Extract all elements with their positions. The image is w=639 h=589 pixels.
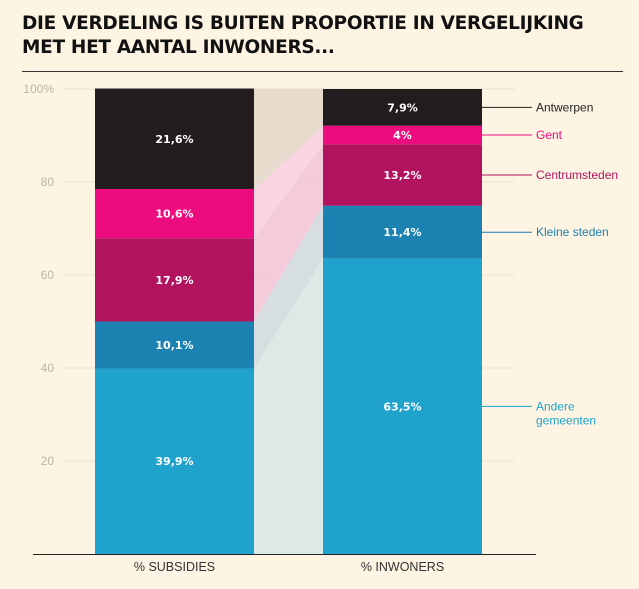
y-tick-label: 20 (41, 454, 55, 468)
data-label: 63,5% (383, 400, 421, 413)
legend-entry: Kleine steden (536, 225, 609, 239)
legend-entry-line: Antwerpen (536, 100, 593, 114)
legend-entry: Centrumsteden (536, 168, 618, 182)
bar-segment (323, 144, 482, 206)
value-labels: 39,9% 63,5% 10,1% 11,4% 17,9% 13,2% 10,6% 4% 21,… (155, 101, 421, 468)
data-label: 17,9% (155, 274, 193, 287)
connector-band (254, 125, 323, 239)
legend-entry: Gent (536, 128, 563, 142)
bar-segment (95, 88, 254, 189)
connector-band (254, 88, 323, 189)
data-label: 4% (393, 129, 412, 142)
x-tick-label: % INWONERS (361, 560, 444, 574)
x-axis: % SUBSIDIES % INWONERS (134, 560, 444, 574)
bar-segment (95, 321, 254, 369)
data-label: 10,6% (155, 208, 193, 221)
bar-segment (323, 258, 482, 554)
bars (95, 88, 482, 554)
title-divider (22, 71, 623, 72)
connector-band (254, 205, 323, 369)
connector-bands (254, 88, 323, 554)
legend-entry-line: Gent (536, 128, 563, 142)
bar-segment (95, 368, 254, 554)
data-label: 39,9% (155, 455, 193, 468)
legend-entry-line: Andere (536, 399, 575, 413)
bar-segment (95, 238, 254, 322)
y-tick-label: 40 (41, 361, 55, 375)
connector-band (254, 144, 323, 322)
bar-segment (323, 89, 482, 126)
legend-entry-line: gemeenten (536, 413, 596, 427)
data-label: 13,2% (383, 169, 421, 182)
legend-entry-line: Centrumsteden (536, 168, 618, 182)
y-tick-label: 60 (41, 268, 55, 282)
chart-title: DIE VERDELING IS BUITEN PROPORTIE IN VER… (22, 13, 584, 58)
connector-band (254, 258, 323, 554)
legend-entry: Andere gemeenten (536, 399, 596, 427)
data-label: 21,6% (155, 133, 193, 146)
y-tick-label: 100% (23, 82, 54, 96)
legend-entry-line: Kleine steden (536, 225, 609, 239)
bar-segment (323, 125, 482, 145)
legend: Andere gemeenten Kleine steden Centrumstede… (482, 100, 618, 427)
legend-entry: Antwerpen (536, 100, 593, 114)
x-tick-label: % SUBSIDIES (134, 560, 215, 574)
data-label: 11,4% (383, 226, 421, 239)
bar-segment (323, 205, 482, 259)
y-tick-label: 80 (41, 175, 55, 189)
data-label: 7,9% (387, 101, 418, 114)
data-label: 10,1% (155, 339, 193, 352)
y-axis: 20 40 60 80 100% (23, 82, 536, 555)
bar-segment (95, 188, 254, 239)
